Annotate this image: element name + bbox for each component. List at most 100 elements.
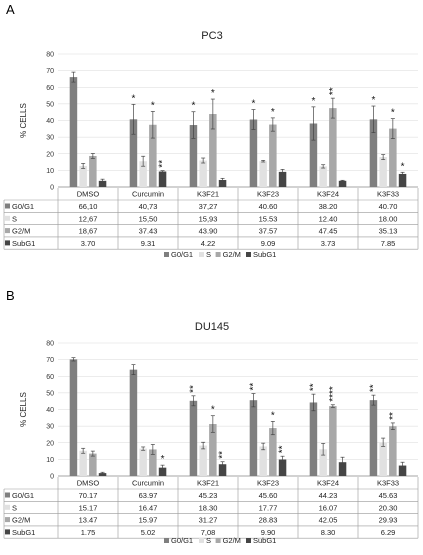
bar-s-k3f23 [259, 446, 267, 476]
significance-marker: ** [308, 383, 319, 391]
legend-label: G2/M [223, 536, 241, 545]
bar-subg1-curcumin [158, 467, 167, 476]
legend-swatch [215, 252, 221, 257]
table-cell: 66,10 [79, 202, 98, 211]
significance-marker: * [391, 108, 395, 119]
table-cell: 40.70 [379, 202, 398, 211]
table-cell: 15,50 [139, 214, 158, 223]
table-cell: 37.43 [139, 227, 158, 236]
bar-g0g1-k3f33 [369, 400, 378, 476]
table-cell: 15.53 [259, 214, 278, 223]
y-tick-label: 20 [46, 440, 54, 447]
significance-marker: **** [328, 386, 339, 402]
bar-g0g1-k3f24 [309, 123, 318, 187]
significance-marker: * [311, 96, 315, 107]
table-cell: 9.31 [141, 239, 156, 248]
legend-label: G0/G1 [171, 536, 193, 545]
legend-swatch [246, 252, 251, 257]
table-cell: 5.02 [141, 528, 156, 537]
panel-label: A [6, 2, 15, 17]
table-legend-swatch [5, 215, 10, 221]
table-cell: 1.75 [81, 528, 96, 537]
table-cell: 12,67 [79, 214, 98, 223]
y-tick-label: 70 [46, 357, 54, 364]
bar-s-curcumin [139, 161, 147, 187]
x-tick-label: DMSO [77, 479, 100, 488]
table-cell: 45.63 [379, 491, 398, 500]
table-row-label: SubG1 [12, 239, 35, 248]
table-cell: 8.30 [321, 528, 336, 537]
bar-g0g1-dmso [69, 77, 78, 187]
x-tick-label: K3F24 [317, 190, 339, 199]
bar-subg1-k3f33 [398, 173, 407, 187]
table-cell: 18.00 [379, 214, 398, 223]
bar-g2m-dmso [89, 453, 97, 476]
table-cell: 15.17 [79, 503, 98, 512]
table-cell: 3.73 [321, 239, 336, 248]
y-tick-label: 10 [46, 457, 54, 464]
bar-subg1-k3f24 [338, 180, 347, 187]
y-axis-label: % CELLS [19, 392, 28, 427]
table-cell: 9.09 [261, 239, 276, 248]
significance-marker: * [211, 88, 215, 99]
chart-title: DU145 [195, 321, 229, 333]
bar-s-k3f21 [199, 445, 207, 476]
legend-label: S [206, 536, 211, 545]
bar-g2m-curcumin [149, 124, 157, 187]
y-tick-label: 40 [46, 407, 54, 414]
significance-marker: ** [278, 445, 289, 453]
y-tick-label: 80 [46, 52, 54, 59]
y-tick-label: 20 [46, 151, 54, 158]
table-row-label: SubG1 [12, 528, 35, 537]
bar-g2m-curcumin [149, 449, 157, 476]
bar-s-curcumin [139, 448, 147, 476]
bar-g2m-k3f21 [209, 114, 217, 187]
table-cell: 31.27 [199, 516, 218, 525]
x-tick-label: K3F33 [377, 479, 399, 488]
bar-s-dmso [79, 450, 87, 476]
table-legend-swatch [5, 504, 10, 510]
x-tick-label: DMSO [77, 190, 100, 199]
bar-g0g1-k3f33 [369, 119, 378, 187]
table-row-label: G0/G1 [12, 491, 34, 500]
legend-label: S [206, 250, 211, 259]
table-cell: 13.47 [79, 516, 98, 525]
bar-g0g1-curcumin [129, 369, 138, 476]
bar-s-k3f24 [319, 449, 327, 476]
significance-marker: * [271, 107, 275, 118]
y-tick-label: 0 [50, 185, 54, 192]
table-cell: 37.57 [259, 227, 278, 236]
y-tick-label: 60 [46, 85, 54, 92]
legend-label: SubG1 [253, 536, 276, 545]
bar-g0g1-k3f23 [249, 119, 258, 187]
table-legend-swatch [5, 240, 10, 246]
bar-g2m-k3f24 [329, 406, 337, 476]
significance-marker: ** [388, 412, 399, 420]
bar-g2m-k3f21 [209, 424, 217, 476]
bar-g0g1-k3f23 [249, 400, 258, 476]
table-legend-swatch [5, 517, 10, 523]
x-tick-label: K3F21 [197, 479, 219, 488]
bar-g0g1-k3f21 [189, 400, 198, 476]
bar-subg1-k3f33 [398, 465, 407, 476]
table-legend-swatch [5, 529, 10, 535]
x-tick-label: Curcumin [132, 190, 164, 199]
y-tick-label: 50 [46, 390, 54, 397]
legend-label: SubG1 [253, 250, 276, 259]
table-cell: 63.97 [139, 491, 158, 500]
table-cell: 18,67 [79, 227, 98, 236]
x-tick-label: Curcumin [132, 479, 164, 488]
table-cell: 37,27 [199, 202, 218, 211]
table-cell: 7,08 [201, 528, 216, 537]
bar-subg1-k3f23 [278, 171, 287, 187]
significance-marker: * [251, 99, 255, 110]
significance-marker: * [151, 100, 155, 111]
legend-swatch [215, 538, 221, 543]
table-cell: 4.22 [201, 239, 216, 248]
x-tick-label: K3F33 [377, 190, 399, 199]
table-cell: 40,73 [139, 202, 158, 211]
bar-g2m-k3f23 [269, 124, 277, 187]
bar-s-k3f33 [379, 442, 387, 476]
